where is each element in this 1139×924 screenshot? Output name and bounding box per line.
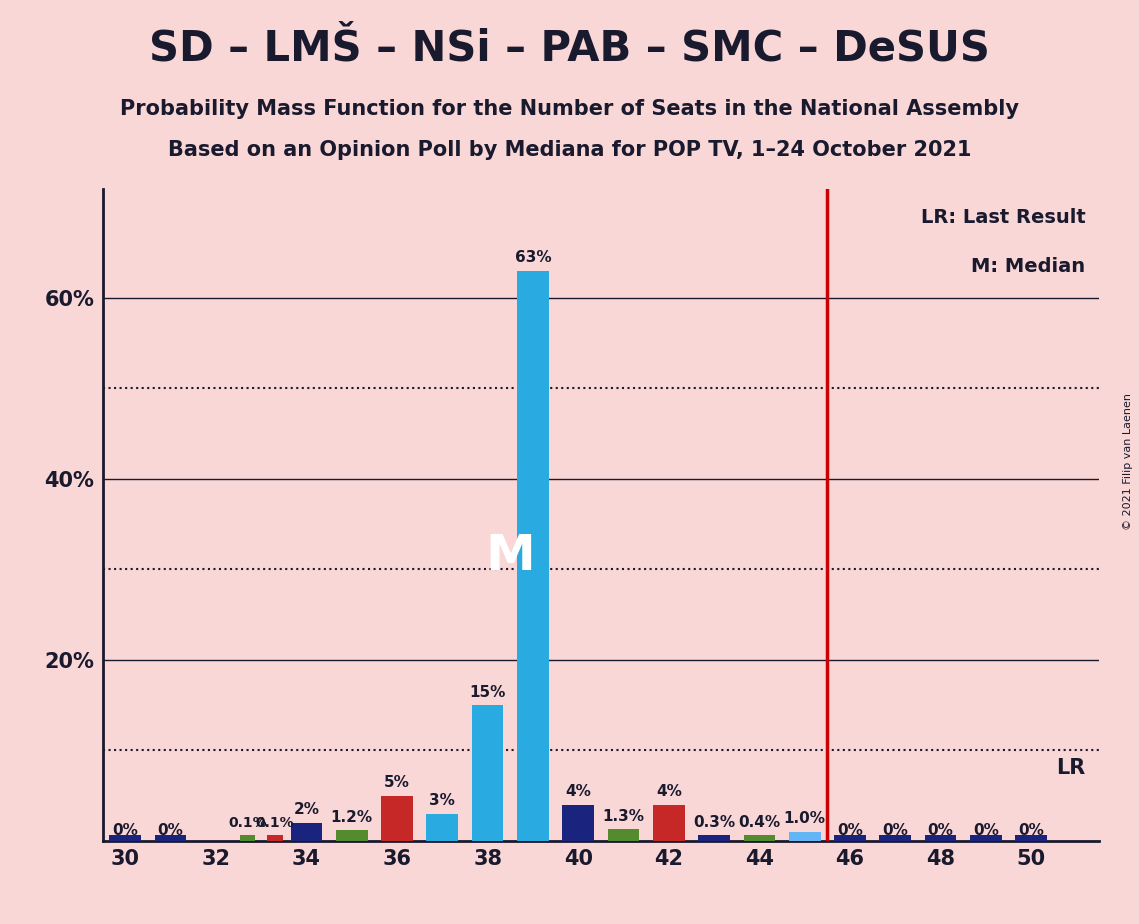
Bar bbox=[607, 829, 639, 841]
Bar bbox=[789, 832, 820, 841]
Bar bbox=[653, 805, 685, 841]
Text: M: M bbox=[485, 532, 535, 580]
Text: 2%: 2% bbox=[294, 802, 319, 818]
Text: M: Median: M: Median bbox=[972, 257, 1085, 276]
Text: 1.3%: 1.3% bbox=[603, 808, 645, 823]
Text: 0%: 0% bbox=[973, 823, 999, 838]
Text: 1.2%: 1.2% bbox=[330, 809, 372, 824]
Bar bbox=[744, 835, 776, 841]
Bar bbox=[563, 805, 595, 841]
Bar bbox=[970, 835, 1001, 841]
Bar bbox=[879, 835, 911, 841]
Text: 3%: 3% bbox=[429, 794, 456, 808]
Bar bbox=[834, 835, 866, 841]
Text: 63%: 63% bbox=[515, 250, 551, 265]
Text: 4%: 4% bbox=[656, 784, 682, 799]
Text: 0%: 0% bbox=[837, 823, 863, 838]
Bar bbox=[290, 822, 322, 841]
Text: 0.3%: 0.3% bbox=[693, 815, 735, 830]
Text: 0%: 0% bbox=[113, 823, 138, 838]
Bar bbox=[267, 835, 282, 841]
Bar bbox=[472, 705, 503, 841]
Text: 0%: 0% bbox=[927, 823, 953, 838]
Text: 0%: 0% bbox=[157, 823, 183, 838]
Text: LR: Last Result: LR: Last Result bbox=[920, 208, 1085, 226]
Bar bbox=[1015, 835, 1047, 841]
Text: 1.0%: 1.0% bbox=[784, 811, 826, 826]
Text: 0.4%: 0.4% bbox=[738, 815, 780, 830]
Bar bbox=[925, 835, 957, 841]
Text: © 2021 Filip van Laenen: © 2021 Filip van Laenen bbox=[1123, 394, 1132, 530]
Text: 0.1%: 0.1% bbox=[255, 816, 294, 830]
Text: 0%: 0% bbox=[1018, 823, 1044, 838]
Bar bbox=[382, 796, 412, 841]
Bar bbox=[698, 835, 730, 841]
Bar bbox=[336, 830, 368, 841]
Text: Based on an Opinion Poll by Mediana for POP TV, 1–24 October 2021: Based on an Opinion Poll by Mediana for … bbox=[167, 140, 972, 161]
Text: 0.1%: 0.1% bbox=[228, 816, 267, 830]
Text: Probability Mass Function for the Number of Seats in the National Assembly: Probability Mass Function for the Number… bbox=[120, 99, 1019, 119]
Bar bbox=[109, 835, 141, 841]
Text: 15%: 15% bbox=[469, 685, 506, 699]
Text: 0%: 0% bbox=[883, 823, 908, 838]
Bar bbox=[426, 814, 458, 841]
Bar bbox=[239, 835, 255, 841]
Text: LR: LR bbox=[1056, 758, 1085, 778]
Text: 5%: 5% bbox=[384, 775, 410, 790]
Text: SD – LMŠ – NSi – PAB – SMC – DeSUS: SD – LMŠ – NSi – PAB – SMC – DeSUS bbox=[149, 28, 990, 69]
Bar bbox=[155, 835, 187, 841]
Text: 4%: 4% bbox=[565, 784, 591, 799]
Bar bbox=[517, 271, 549, 841]
